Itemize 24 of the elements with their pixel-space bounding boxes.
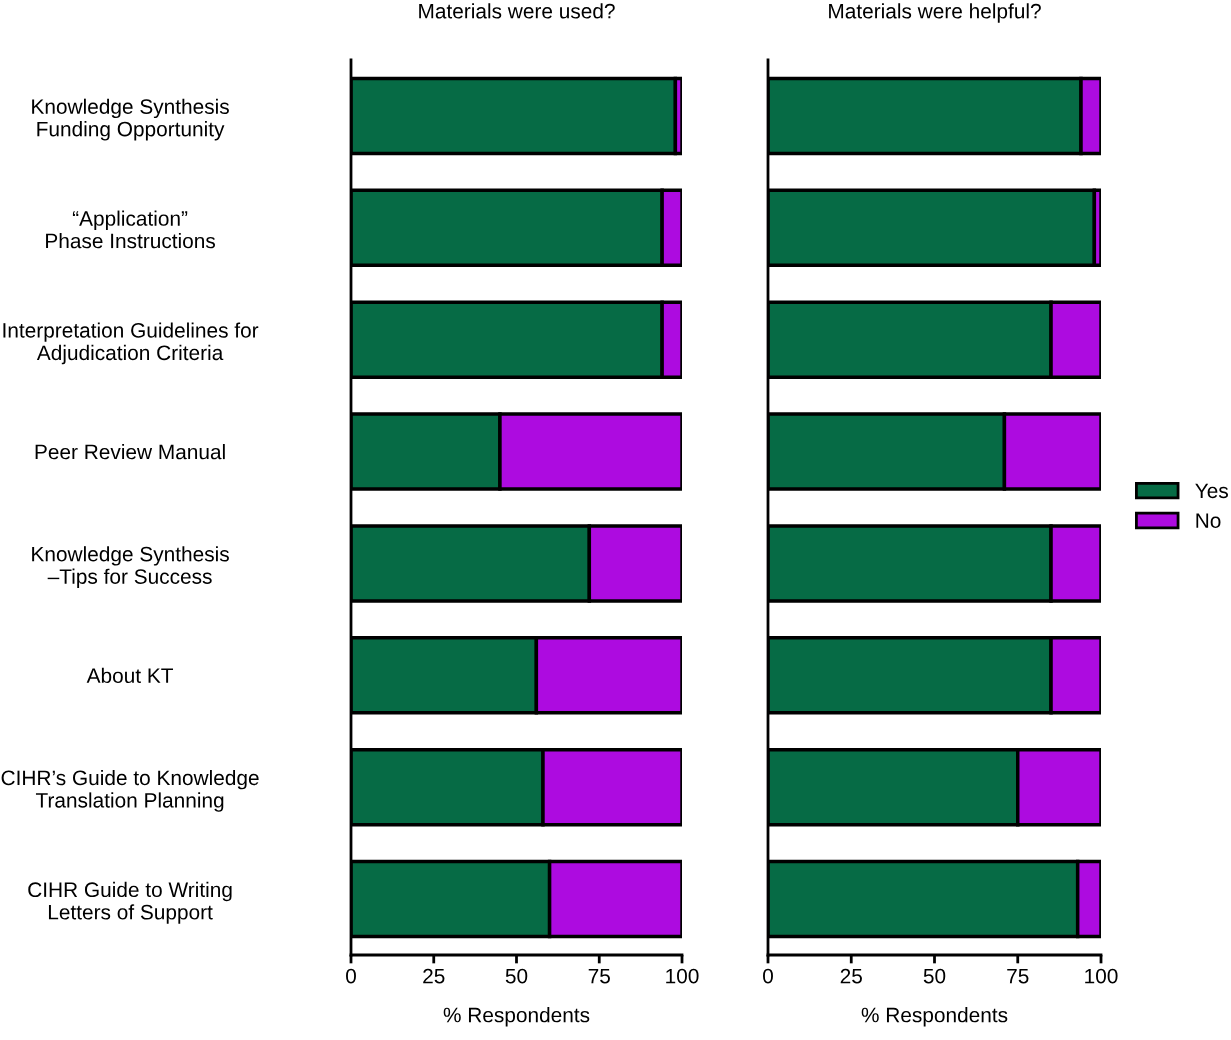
chart-title: Materials were used? xyxy=(419,3,615,19)
x-tick-label: 75 xyxy=(588,968,610,984)
x-tick-label: 50 xyxy=(923,968,946,984)
chart-title: Materials were helpful? xyxy=(829,3,1041,23)
x-tick-label: 0 xyxy=(346,968,356,984)
x-axis-title: % Respondents xyxy=(443,1007,590,1027)
y-tick-label: “Application” Phase Instructions xyxy=(46,210,216,249)
legend-label: Yes xyxy=(1195,483,1228,499)
legend-label: No xyxy=(1196,513,1221,529)
x-axis-title: % Respondents xyxy=(861,1007,1008,1027)
x-tick-label: 50 xyxy=(505,968,528,984)
x-tick-label: 25 xyxy=(423,968,445,984)
y-tick-label: Knowledge Synthesis Funding Opportunity xyxy=(32,98,229,141)
x-tick-label: 0 xyxy=(763,968,773,984)
y-tick-label: Interpretation Guidelines for Adjudication Criteria xyxy=(3,322,259,365)
x-tick-label: 75 xyxy=(1007,968,1029,984)
x-tick-label: 100 xyxy=(666,968,699,984)
y-tick-label: About KT xyxy=(86,667,174,684)
y-tick-label: CIHR Guide to Writing Letters of Support xyxy=(28,881,232,924)
x-tick-label: 25 xyxy=(840,968,862,984)
y-tick-label: Peer Review Manual xyxy=(35,444,225,460)
y-tick-label: CIHR’s Guide to Knowledge Translation Planning xyxy=(1,769,259,812)
y-tick-label: Knowledge Synthesis –Tips for Success xyxy=(32,546,229,589)
x-tick-label: 100 xyxy=(1085,968,1118,984)
